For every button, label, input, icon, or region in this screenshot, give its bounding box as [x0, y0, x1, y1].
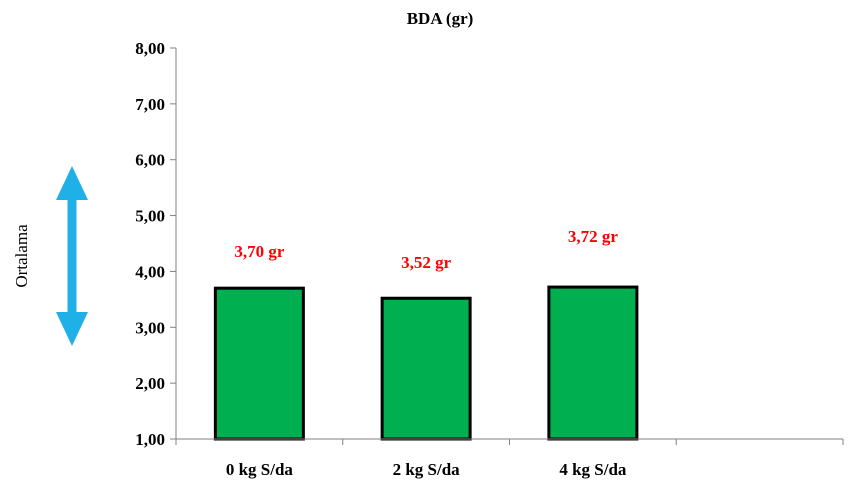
x-tick-label: 2 kg S/da [393, 460, 461, 479]
y-tick-label: 2,00 [135, 374, 165, 393]
data-label: 3,52 gr [401, 253, 452, 272]
y-tick-label: 7,00 [135, 95, 165, 114]
data-label: 3,70 gr [234, 242, 285, 261]
y-tick-label: 3,00 [135, 318, 165, 337]
data-label: 3,72 gr [568, 227, 619, 246]
bar [549, 287, 637, 439]
bar [215, 288, 303, 439]
x-tick-label: 4 kg S/da [559, 460, 627, 479]
y-tick-label: 1,00 [135, 430, 165, 449]
x-axis-tick-labels: 0 kg S/da 2 kg S/da 4 kg S/da [226, 460, 627, 479]
data-labels: 3,70 gr 3,52 gr 3,72 gr [234, 227, 618, 272]
y-axis-ticks: 1,00 2,00 3,00 4,00 5,00 6,00 7,00 8,00 [135, 39, 176, 449]
y-tick-label: 5,00 [135, 207, 165, 226]
y-tick-label: 8,00 [135, 39, 165, 58]
y-tick-label: 6,00 [135, 151, 165, 170]
annotation-arrow-icon [56, 166, 88, 346]
bars [215, 287, 637, 439]
y-tick-label: 4,00 [135, 262, 165, 281]
chart-title: BDA (gr) [407, 9, 474, 28]
y-axis-label: Ortalama [12, 224, 31, 288]
x-tick-label: 0 kg S/da [226, 460, 294, 479]
bar [382, 298, 470, 439]
